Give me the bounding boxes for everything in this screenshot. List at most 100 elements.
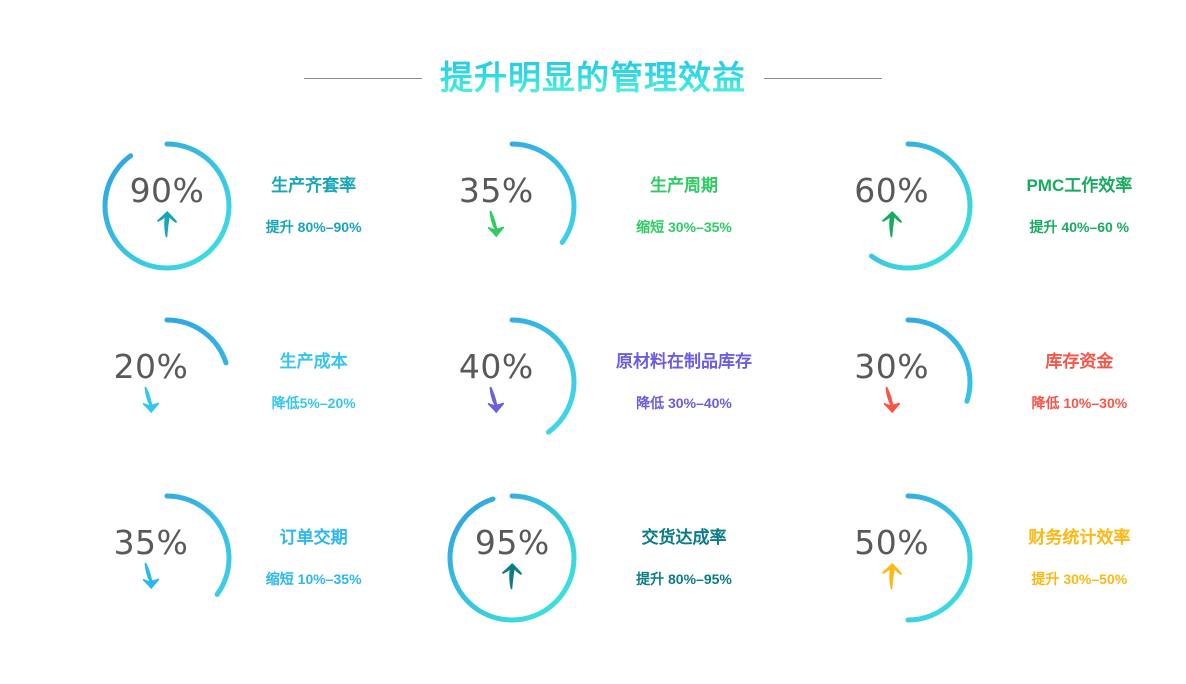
trend-arrow: [481, 209, 511, 239]
arrow-up-icon: [881, 562, 902, 589]
gauge-ring-svg: [447, 493, 577, 623]
gauge: 35%: [437, 131, 587, 281]
gauge: 20%: [92, 307, 242, 457]
page-title: 提升明显的管理效益: [440, 58, 746, 96]
metric-cell: 95% 交货达成率提升 80%–95%: [395, 470, 790, 646]
metric-cell: 90% 生产齐套率提升 80%–90%: [0, 118, 395, 294]
trend-arrow: [481, 385, 511, 415]
gauge-percent-value: 50%: [854, 522, 930, 562]
gauge-ring-svg: [843, 317, 973, 447]
page-header: 提升明显的管理效益: [0, 52, 1186, 104]
trend-arrow: [152, 209, 182, 239]
gauge: 60%: [833, 131, 983, 281]
gauge-ring-svg: [843, 493, 973, 623]
gauge-progress-arc: [447, 317, 577, 447]
metric-cell: 20% 生产成本降低5%–20%: [0, 294, 395, 470]
gauge-center: 30%: [817, 307, 967, 457]
gauge-ring-svg: [102, 141, 232, 271]
metric-name: PMC工作效率: [1026, 176, 1133, 196]
metric-labels: 库存资金降低 10%–30%: [997, 352, 1186, 411]
metric-labels: PMC工作效率 提升 40%–60 %: [997, 176, 1186, 235]
metric-name: 原材料在制品库存: [615, 352, 752, 372]
gauge-percent-value: 20%: [113, 346, 189, 386]
metric-name: 生产齐套率: [271, 176, 357, 196]
gauge-progress-arc: [843, 317, 973, 447]
gauge-percent-value: 35%: [458, 170, 534, 210]
metric-labels: 生产齐套率提升 80%–90%: [256, 176, 395, 235]
arrow-down-icon: [142, 562, 160, 589]
metric-detail: 缩短 10%–35%: [265, 570, 362, 587]
metrics-grid: 90% 生产齐套率提升 80%–90% 35% 生产周期缩短 30%–35% 60% PM…: [0, 118, 1186, 658]
metric-detail: 提升 80%–90%: [265, 218, 362, 235]
gauge-ring-svg: [447, 141, 577, 271]
metric-name: 生产周期: [649, 176, 718, 196]
gauge-percent-value: 35%: [113, 522, 189, 562]
metric-detail: 降低 30%–40%: [636, 394, 732, 411]
gauge-progress-arc: [447, 493, 577, 623]
gauge-ring-svg: [843, 141, 973, 271]
metric-labels: 原材料在制品库存 降低 30%–40%: [601, 352, 790, 411]
gauge-ring-svg: [102, 493, 232, 623]
metric-labels: 生产成本降低5%–20%: [256, 352, 395, 411]
gauge-progress-arc: [843, 493, 973, 623]
gauge: 35%: [92, 483, 242, 633]
gauge-progress-arc: [102, 141, 232, 271]
gauge-percent-value: 95%: [474, 522, 550, 562]
metric-cell: 60% PMC工作效率 提升 40%–60 %: [791, 118, 1186, 294]
trend-arrow: [877, 209, 907, 239]
gauge: 40%: [437, 307, 587, 457]
gauge-progress-arc: [102, 493, 232, 623]
metric-cell: 35% 订单交期缩短 10%–35%: [0, 470, 395, 646]
trend-arrow: [497, 561, 527, 591]
title-rule-left: [304, 77, 422, 79]
metric-cell: 50% 财务统计效率 提升 30%–50%: [791, 470, 1186, 646]
trend-arrow: [877, 561, 907, 591]
gauge-ring-svg: [102, 317, 232, 447]
arrow-up-icon: [157, 210, 177, 237]
metric-labels: 交货达成率提升 80%–95%: [601, 528, 790, 587]
arrow-up-icon: [881, 210, 902, 237]
gauge-center: 90%: [92, 131, 242, 281]
metric-labels: 订单交期缩短 10%–35%: [256, 528, 395, 587]
arrow-down-icon: [488, 210, 505, 237]
gauge-center: 40%: [421, 307, 571, 457]
gauge-center: 60%: [817, 131, 967, 281]
metric-name: 交货达成率: [641, 528, 727, 548]
metric-name: 财务统计效率: [1028, 528, 1131, 548]
gauge: 50%: [833, 483, 983, 633]
metric-cell: 30% 库存资金降低 10%–30%: [791, 294, 1186, 470]
metric-detail: 降低 10%–30%: [1031, 394, 1128, 411]
metric-cell: 35% 生产周期缩短 30%–35%: [395, 118, 790, 294]
arrow-down-icon: [488, 386, 505, 413]
trend-arrow: [136, 561, 166, 591]
gauge-center: 35%: [76, 483, 226, 633]
metric-detail: 提升 40%–60 %: [1029, 218, 1130, 235]
metric-labels: 财务统计效率 提升 30%–50%: [997, 528, 1186, 587]
gauge-percent-value: 30%: [854, 346, 930, 386]
metric-name: 订单交期: [279, 528, 348, 548]
metric-cell: 40% 原材料在制品库存 降低 30%–40%: [395, 294, 790, 470]
title-rule-right: [764, 77, 882, 79]
gauge-progress-arc: [843, 141, 973, 271]
metric-name: 生产成本: [279, 352, 348, 372]
gauge: 90%: [92, 131, 242, 281]
gauge-percent-value: 40%: [458, 346, 534, 386]
metric-detail: 降低5%–20%: [271, 394, 356, 411]
gauge-center: 20%: [76, 307, 226, 457]
metric-detail: 缩短 30%–35%: [636, 218, 732, 235]
metric-name: 库存资金: [1045, 352, 1114, 372]
arrow-down-icon: [142, 386, 160, 413]
gauge-ring-svg: [447, 317, 577, 447]
metric-detail: 提升 30%–50%: [1031, 570, 1128, 587]
gauge-center: 50%: [817, 483, 967, 633]
metric-detail: 提升 80%–95%: [636, 570, 732, 587]
gauge: 95%: [437, 483, 587, 633]
trend-arrow: [877, 385, 907, 415]
gauge-progress-arc: [447, 141, 577, 271]
metric-labels: 生产周期缩短 30%–35%: [601, 176, 790, 235]
gauge-percent-value: 90%: [129, 170, 205, 210]
gauge-percent-value: 60%: [854, 170, 930, 210]
trend-arrow: [136, 385, 166, 415]
gauge-center: 95%: [437, 483, 587, 633]
arrow-down-icon: [883, 386, 900, 413]
